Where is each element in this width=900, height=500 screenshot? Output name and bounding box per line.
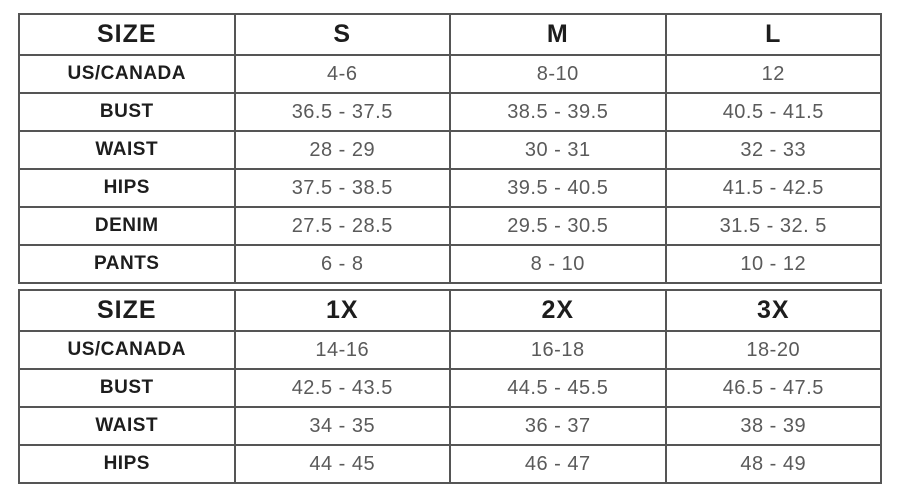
measurement-value: 36.5 - 37.5 [233, 92, 451, 132]
table-row: US/CANADA 4-6 8-10 12 [18, 54, 882, 94]
row-label: US/CANADA [18, 330, 236, 370]
measurement-value: 38.5 - 39.5 [449, 92, 667, 132]
measurement-value: 29.5 - 30.5 [449, 206, 667, 246]
column-header: M [449, 13, 667, 56]
row-label: BUST [18, 92, 236, 132]
measurement-value: 42.5 - 43.5 [233, 368, 451, 408]
measurement-value: 8-10 [449, 54, 667, 94]
measurement-value: 36 - 37 [449, 406, 667, 446]
measurement-value: 46.5 - 47.5 [664, 368, 882, 408]
header-row: SIZE 1X 2X 3X [18, 289, 882, 332]
size-header-label: SIZE [18, 289, 236, 332]
row-label: US/CANADA [18, 54, 236, 94]
table-row: HIPS 37.5 - 38.5 39.5 - 40.5 41.5 - 42.5 [18, 168, 882, 208]
measurement-value: 28 - 29 [233, 130, 451, 170]
plus-sizes-table: SIZE 1X 2X 3X US/CANADA 14-16 16-18 18-20 BUST 42… [18, 289, 882, 484]
table-row: WAIST 28 - 29 30 - 31 32 - 33 [18, 130, 882, 170]
measurement-value: 34 - 35 [233, 406, 451, 446]
measurement-value: 38 - 39 [664, 406, 882, 446]
measurement-value: 12 [664, 54, 882, 94]
table-row: HIPS 44 - 45 46 - 47 48 - 49 [18, 444, 882, 484]
measurement-value: 10 - 12 [664, 244, 882, 284]
size-charts: SIZE S M L US/CANADA 4-6 8-10 12 BUST 36.5 - 37.5… [18, 13, 882, 484]
measurement-value: 8 - 10 [449, 244, 667, 284]
table-row: BUST 36.5 - 37.5 38.5 - 39.5 40.5 - 41.5 [18, 92, 882, 132]
table-row: WAIST 34 - 35 36 - 37 38 - 39 [18, 406, 882, 446]
column-header: L [664, 13, 882, 56]
measurement-value: 39.5 - 40.5 [449, 168, 667, 208]
measurement-value: 18-20 [664, 330, 882, 370]
measurement-value: 16-18 [449, 330, 667, 370]
measurement-value: 27.5 - 28.5 [233, 206, 451, 246]
measurement-value: 30 - 31 [449, 130, 667, 170]
measurement-value: 41.5 - 42.5 [664, 168, 882, 208]
regular-sizes-table: SIZE S M L US/CANADA 4-6 8-10 12 BUST 36.5 - 37.5… [18, 13, 882, 284]
measurement-value: 37.5 - 38.5 [233, 168, 451, 208]
measurement-value: 40.5 - 41.5 [664, 92, 882, 132]
measurement-value: 44 - 45 [233, 444, 451, 484]
row-label: DENIM [18, 206, 236, 246]
column-header: S [233, 13, 451, 56]
table-row: BUST 42.5 - 43.5 44.5 - 45.5 46.5 - 47.5 [18, 368, 882, 408]
row-label: PANTS [18, 244, 236, 284]
column-header: 3X [664, 289, 882, 332]
column-header: 2X [449, 289, 667, 332]
row-label: WAIST [18, 406, 236, 446]
row-label: WAIST [18, 130, 236, 170]
size-header-label: SIZE [18, 13, 236, 56]
measurement-value: 4-6 [233, 54, 451, 94]
measurement-value: 44.5 - 45.5 [449, 368, 667, 408]
table-row: US/CANADA 14-16 16-18 18-20 [18, 330, 882, 370]
row-label: HIPS [18, 444, 236, 484]
column-header: 1X [233, 289, 451, 332]
measurement-value: 14-16 [233, 330, 451, 370]
row-label: HIPS [18, 168, 236, 208]
measurement-value: 46 - 47 [449, 444, 667, 484]
measurement-value: 48 - 49 [664, 444, 882, 484]
measurement-value: 31.5 - 32. 5 [664, 206, 882, 246]
header-row: SIZE S M L [18, 13, 882, 56]
table-row: DENIM 27.5 - 28.5 29.5 - 30.5 31.5 - 32. 5 [18, 206, 882, 246]
measurement-value: 6 - 8 [233, 244, 451, 284]
measurement-value: 32 - 33 [664, 130, 882, 170]
row-label: BUST [18, 368, 236, 408]
